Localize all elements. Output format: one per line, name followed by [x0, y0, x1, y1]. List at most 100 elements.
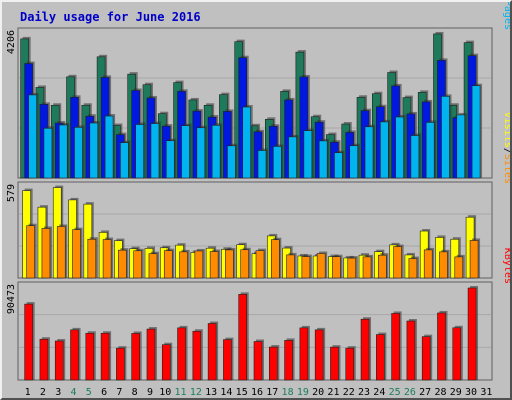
- bar-pages-day-17: [272, 146, 282, 179]
- x-axis-label-day-15: 15: [236, 387, 248, 398]
- bar-sites-day-22: [347, 257, 357, 279]
- bar-kbytes-day-3: [54, 340, 64, 381]
- bar-kbytes-day-27: [421, 336, 431, 381]
- bar-sites-day-8: [133, 250, 142, 279]
- bar-kbytes-day-18: [284, 340, 293, 381]
- chart-title: Daily usage for June 2016: [20, 10, 201, 24]
- y-axis-max-label: 90473: [6, 284, 17, 314]
- bar-sites-day-13: [209, 251, 219, 279]
- x-axis-label-day-21: 21: [327, 387, 339, 398]
- bar-sites-day-23: [362, 256, 372, 279]
- bar-kbytes-day-29: [452, 327, 462, 381]
- bar-sites-day-9: [148, 253, 158, 279]
- bar-sites-day-25: [393, 246, 402, 279]
- x-axis-label-day-20: 20: [312, 387, 324, 398]
- x-axis-label-day-1: 1: [25, 387, 31, 398]
- bar-pages-day-20: [318, 140, 328, 179]
- bar-kbytes-day-6: [100, 332, 110, 381]
- bar-sites-day-11: [179, 251, 188, 279]
- bar-sites-day-7: [118, 249, 127, 279]
- x-axis-label-day-8: 8: [132, 387, 138, 398]
- legend-kbytes: KBytes: [502, 248, 512, 284]
- bar-kbytes-day-2: [39, 338, 49, 381]
- legend-item-sites: Sites: [502, 154, 512, 184]
- y-axis-max-label: 579: [6, 184, 17, 202]
- bar-sites-day-24: [378, 254, 387, 279]
- x-axis-label-day-25: 25: [389, 387, 401, 398]
- bar-pages-day-7: [120, 142, 129, 179]
- bar-sites-day-20: [316, 253, 326, 279]
- bar-sites-day-28: [439, 251, 448, 279]
- legend-item-visits: Visits: [502, 112, 512, 148]
- x-axis-label-day-4: 4: [71, 387, 77, 398]
- bar-kbytes-day-10: [161, 344, 171, 381]
- bar-kbytes-day-17: [268, 346, 278, 381]
- bar-sites-day-19: [301, 256, 311, 279]
- bar-pages-day-16: [257, 150, 267, 179]
- x-axis-label-day-10: 10: [159, 387, 171, 398]
- bar-pages-day-13: [211, 124, 221, 179]
- bar-pages-day-28: [441, 96, 450, 179]
- bar-kbytes-day-12: [192, 330, 202, 381]
- bar-pages-day-8: [135, 124, 144, 179]
- bar-sites-day-1: [26, 225, 35, 279]
- bar-pages-day-14: [227, 145, 236, 179]
- bar-pages-day-6: [104, 115, 114, 179]
- x-axis-label-day-23: 23: [358, 387, 370, 398]
- bar-pages-day-26: [410, 135, 420, 179]
- bar-sites-day-4: [72, 229, 81, 279]
- bar-kbytes-day-30: [467, 287, 477, 381]
- bar-sites-day-17: [270, 239, 280, 279]
- bar-kbytes-day-21: [330, 346, 339, 381]
- legend-item-pages: Pages: [502, 2, 512, 30]
- x-axis-label-day-14: 14: [220, 387, 232, 398]
- x-axis-label-day-26: 26: [404, 387, 416, 398]
- bar-sites-day-5: [87, 238, 97, 279]
- x-axis-label-day-2: 2: [40, 387, 46, 398]
- x-axis-label-day-31: 31: [480, 387, 492, 398]
- bar-kbytes-day-22: [345, 347, 355, 381]
- x-axis-label-day-29: 29: [450, 387, 462, 398]
- bar-kbytes-day-15: [238, 294, 248, 381]
- bar-pages-day-30: [471, 85, 481, 179]
- x-axis-label-day-16: 16: [251, 387, 263, 398]
- bar-kbytes-day-26: [406, 320, 416, 381]
- bar-sites-day-30: [469, 240, 479, 279]
- bar-sites-day-6: [102, 239, 112, 279]
- x-axis-label-day-12: 12: [190, 387, 202, 398]
- bar-pages-day-10: [165, 140, 175, 179]
- bar-kbytes-day-9: [146, 328, 156, 381]
- x-axis-label-day-17: 17: [266, 387, 278, 398]
- bar-pages-day-1: [28, 94, 37, 179]
- x-axis-label-day-18: 18: [282, 387, 294, 398]
- bar-sites-day-15: [240, 249, 250, 279]
- bar-kbytes-day-5: [85, 332, 95, 381]
- bar-pages-day-5: [89, 122, 99, 179]
- bar-kbytes-day-7: [116, 347, 125, 381]
- bar-pages-day-2: [43, 127, 53, 179]
- x-axis-label-day-13: 13: [205, 387, 217, 398]
- bar-sites-day-14: [225, 249, 234, 279]
- x-axis-label-day-3: 3: [55, 387, 61, 398]
- bar-sites-day-26: [408, 258, 418, 279]
- x-axis-label-day-6: 6: [101, 387, 107, 398]
- bar-pages-day-24: [380, 121, 389, 179]
- bar-kbytes-day-16: [253, 341, 263, 381]
- legend-visits_sites: Visits/Sites: [502, 112, 512, 184]
- bar-pages-day-9: [150, 123, 160, 179]
- bar-kbytes-day-14: [223, 339, 232, 381]
- bar-kbytes-day-8: [131, 333, 140, 381]
- x-axis-label-day-24: 24: [373, 387, 385, 398]
- bar-sites-day-16: [255, 250, 265, 279]
- bar-sites-day-10: [163, 250, 173, 279]
- bar-sites-day-18: [286, 254, 295, 279]
- bar-pages-day-27: [425, 122, 435, 179]
- bar-sites-day-2: [41, 228, 51, 279]
- bar-pages-day-19: [303, 130, 313, 179]
- bar-sites-day-27: [423, 249, 433, 279]
- bar-kbytes-day-23: [360, 318, 370, 381]
- x-axis-label-day-30: 30: [465, 387, 477, 398]
- bar-pages-day-22: [349, 145, 359, 179]
